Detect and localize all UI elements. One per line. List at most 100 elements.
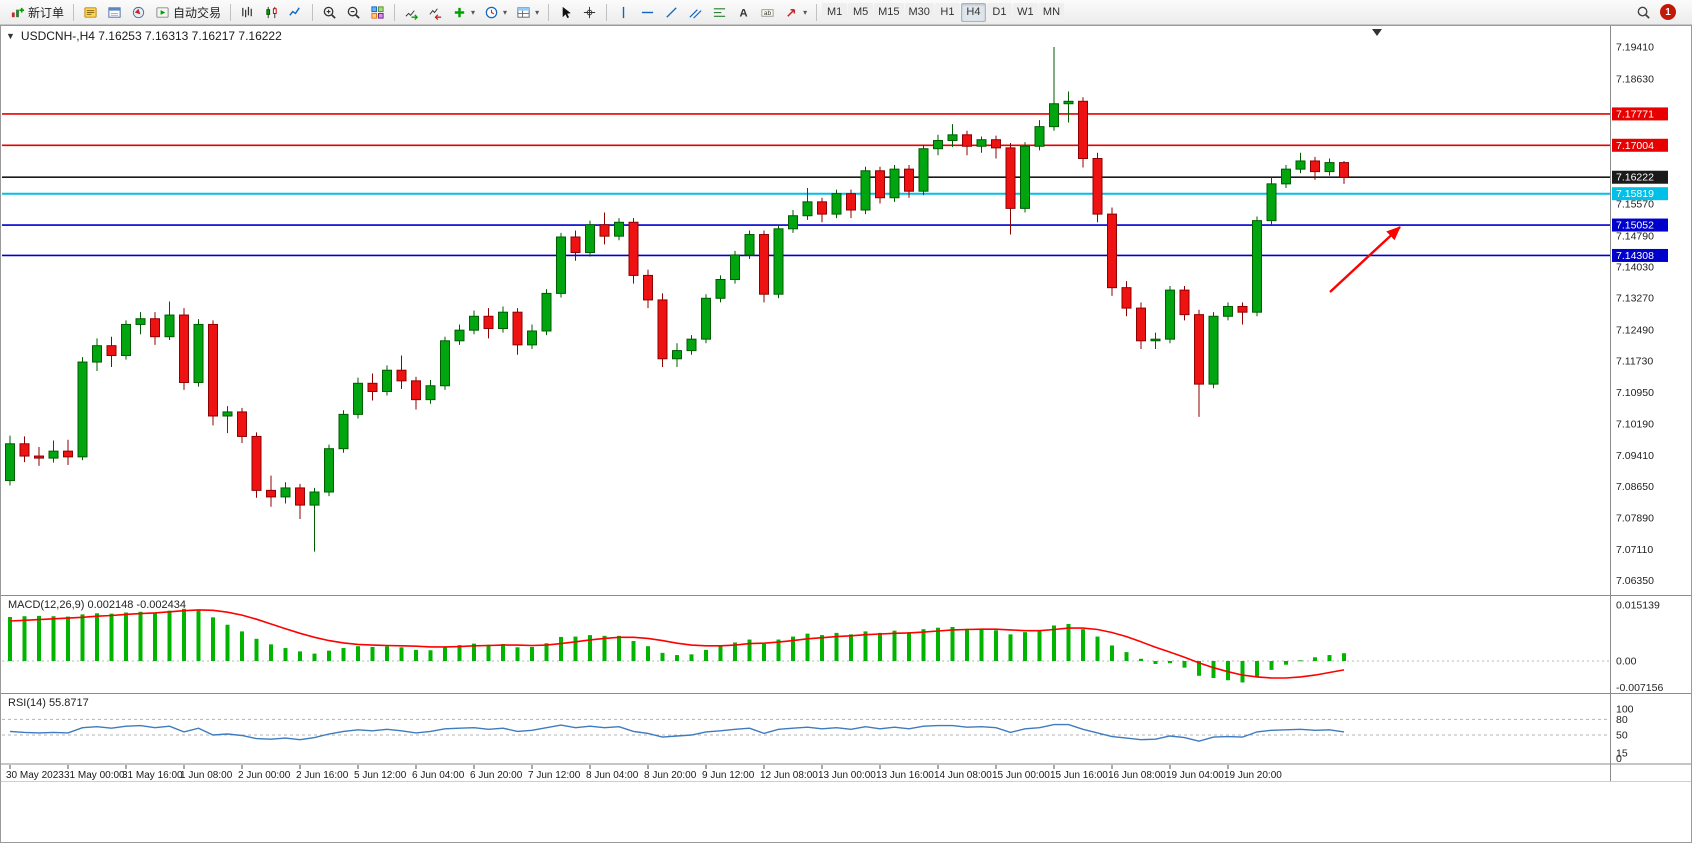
- macd-histogram-bar: [907, 632, 911, 661]
- macd-histogram-bar: [950, 626, 955, 661]
- new-order-button[interactable]: 新订单: [6, 2, 68, 23]
- timeframe-mn-button[interactable]: MN: [1038, 2, 1065, 22]
- fibonacci-button[interactable]: [708, 2, 731, 23]
- chart-shift-marker[interactable]: [1372, 29, 1382, 36]
- toolbar-separator: [548, 3, 550, 21]
- candle: [1165, 289, 1175, 340]
- line-chart-mode-button[interactable]: [284, 2, 307, 23]
- macd-histogram-bar: [240, 631, 244, 661]
- macd-histogram-bar: [863, 631, 868, 661]
- macd-histogram-bar: [385, 646, 389, 661]
- candle: [222, 411, 233, 417]
- candle: [396, 369, 407, 382]
- macd-histogram-bar: [791, 636, 795, 661]
- time-axis-label: 7 Jun 12:00: [528, 770, 581, 781]
- macd-histogram-bar: [646, 646, 650, 661]
- time-axis-label: 12 Jun 08:00: [760, 770, 818, 781]
- auto-trading-icon: [156, 6, 169, 18]
- macd-histogram-bar: [1095, 636, 1100, 661]
- horizontal-line-button[interactable]: [636, 2, 659, 23]
- candle: [469, 315, 479, 331]
- channel-button[interactable]: [684, 2, 707, 23]
- one-click-trading-toggle[interactable]: ▼: [6, 31, 15, 41]
- candle: [643, 274, 653, 301]
- auto-trading-button[interactable]: 自动交易: [151, 2, 225, 23]
- timeframe-h1-button[interactable]: H1: [934, 2, 960, 22]
- candle: [1194, 314, 1204, 385]
- macd-histogram-bar: [153, 612, 157, 661]
- chart-canvas[interactable]: 7.19410 7.18630 7.15570 7.14790 7.14030 7.132…: [0, 25, 1692, 843]
- navigator-button[interactable]: [127, 2, 150, 23]
- candle: [556, 236, 566, 294]
- candle: [991, 139, 1001, 149]
- macd-histogram-bar: [1110, 645, 1114, 661]
- trendline-button[interactable]: [660, 2, 683, 23]
- macd-histogram-bar: [327, 650, 331, 661]
- price-tag-7.17004: [1612, 138, 1668, 152]
- candle: [947, 134, 958, 142]
- macd-histogram-bar: [341, 648, 346, 661]
- trend-arrow[interactable]: [1329, 226, 1401, 293]
- price-axis-label: 7.07110: [1616, 544, 1653, 556]
- macd-histogram-bar: [1066, 624, 1071, 661]
- data-window-button[interactable]: [103, 2, 126, 23]
- time-axis-label: 9 Jun 12:00: [702, 770, 755, 781]
- candle: [802, 201, 813, 217]
- cursor-button[interactable]: [554, 2, 577, 23]
- timeframe-d1-button[interactable]: D1: [986, 2, 1012, 22]
- text-button[interactable]: A: [732, 2, 755, 23]
- candle: [251, 435, 262, 491]
- chart-shift-button[interactable]: [424, 2, 447, 23]
- notification-badge[interactable]: 1: [1660, 4, 1676, 20]
- candle: [338, 413, 349, 450]
- crosshair-button[interactable]: [578, 2, 601, 23]
- timeframe-m30-button[interactable]: M30: [904, 2, 934, 22]
- tile-windows-icon: [371, 5, 384, 19]
- candle: [1020, 145, 1030, 209]
- market-watch-button[interactable]: [79, 2, 102, 23]
- periods-button[interactable]: ▾: [480, 2, 511, 23]
- macd-histogram-bar: [414, 649, 418, 661]
- timeframe-w1-button[interactable]: W1: [1012, 2, 1038, 22]
- candlesticks: [5, 46, 1349, 552]
- zoom-out-button[interactable]: [342, 2, 365, 23]
- channel-icon: [689, 8, 702, 19]
- price-tag-7.14308: [1612, 248, 1668, 262]
- chart-area[interactable]: 7.19410 7.18630 7.15570 7.14790 7.14030 7.132…: [0, 25, 1692, 843]
- time-axis-label: 19 Jun 04:00: [1166, 770, 1224, 781]
- indicators-button[interactable]: ▾: [448, 2, 479, 23]
- candlestick-mode-button[interactable]: [260, 2, 283, 23]
- toolbar-separator: [606, 3, 608, 21]
- auto-scroll-button[interactable]: [400, 2, 423, 23]
- arrows-button[interactable]: ▾: [780, 2, 811, 23]
- tile-windows-button[interactable]: [366, 2, 389, 23]
- timeframe-m1-button[interactable]: M1: [822, 2, 848, 22]
- macd-histogram-bar: [1052, 625, 1056, 661]
- time-axis-label: 15 Jun 00:00: [992, 770, 1050, 781]
- search-button[interactable]: [1632, 2, 1655, 23]
- timeframe-m15-button[interactable]: M15: [874, 2, 904, 22]
- timeframe-m5-button[interactable]: M5: [848, 2, 874, 22]
- bar-chart-mode-button[interactable]: [236, 2, 259, 23]
- macd-histogram-bar: [849, 634, 853, 661]
- candle: [411, 380, 421, 401]
- zoom-in-icon: [323, 6, 336, 19]
- candle: [1121, 287, 1132, 309]
- macd-histogram-bar: [776, 639, 781, 661]
- rsi-pane[interactable]: [2, 695, 1610, 763]
- templates-button[interactable]: ▾: [512, 2, 543, 23]
- toolbar-separator: [312, 3, 314, 21]
- candle: [962, 134, 972, 147]
- zoom-in-button[interactable]: [318, 2, 341, 23]
- macd-histogram-bar: [878, 632, 882, 661]
- data-window-icon: [108, 6, 121, 18]
- macd-histogram-bar: [617, 635, 621, 661]
- timeframe-h4-button[interactable]: H4: [960, 2, 986, 22]
- vertical-line-button[interactable]: [612, 2, 635, 23]
- main-pane[interactable]: [2, 27, 1610, 595]
- text-label-button[interactable]: ab: [756, 2, 779, 23]
- price-tag-label: 7.16222: [1616, 172, 1654, 184]
- macd-histogram-bar: [1327, 655, 1332, 661]
- candle: [1078, 100, 1088, 160]
